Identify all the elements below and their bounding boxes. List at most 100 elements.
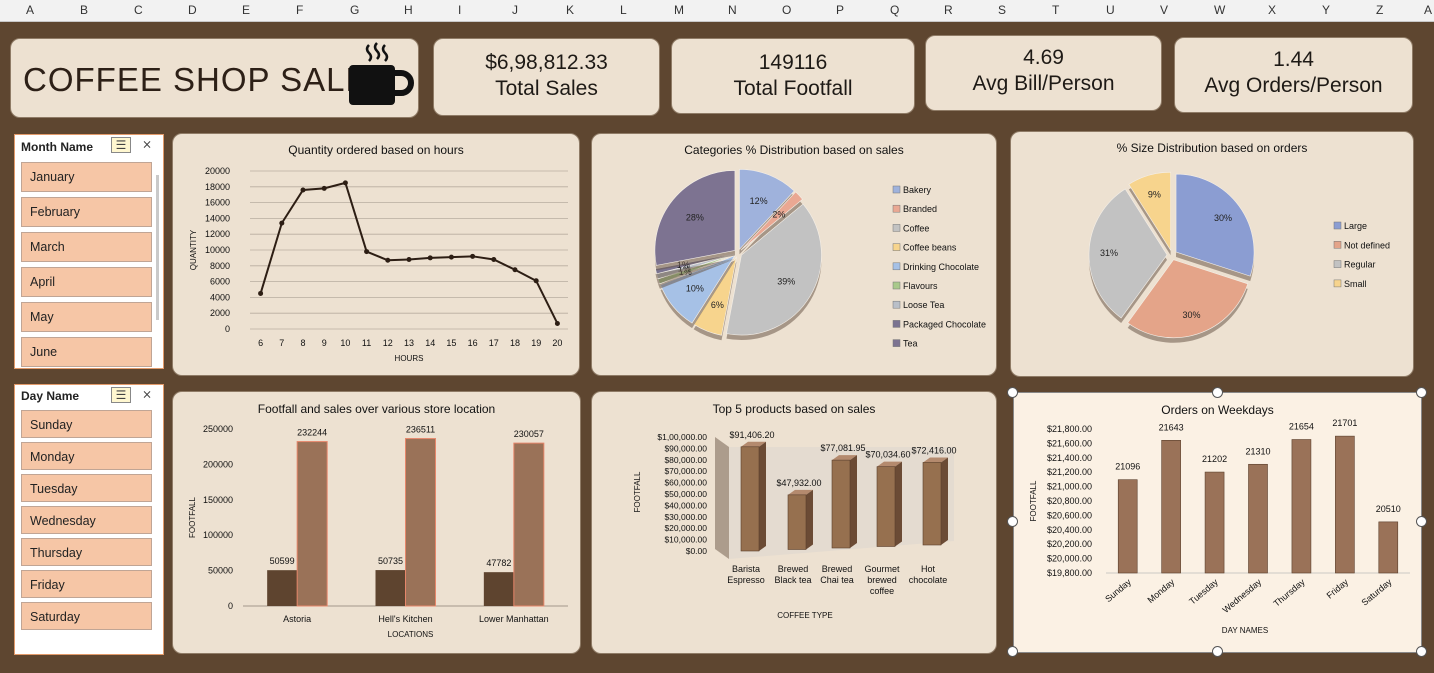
- top-products-chart[interactable]: Top 5 products based on sales $1,00,000.…: [591, 391, 997, 654]
- slicer-item[interactable]: Saturday: [21, 602, 152, 630]
- slicer-item[interactable]: Thursday: [21, 538, 152, 566]
- data-label: 21654: [1289, 422, 1314, 432]
- column-letter[interactable]: L: [620, 3, 627, 17]
- column-letter[interactable]: H: [404, 3, 413, 17]
- column-letter[interactable]: A: [26, 3, 35, 17]
- legend-label: Tea: [903, 339, 918, 349]
- slicer-item[interactable]: Sunday: [21, 410, 152, 438]
- data-label: $70,034.60: [865, 450, 910, 460]
- slicer-item[interactable]: Wednesday: [21, 506, 152, 534]
- clear-filter-icon[interactable]: ⨯: [141, 137, 153, 151]
- column-letter[interactable]: J: [512, 3, 518, 17]
- legend-label: Regular: [1344, 260, 1376, 270]
- column-letter[interactable]: F: [296, 3, 304, 17]
- slicer-scrollbar[interactable]: [156, 175, 159, 320]
- y-tick-label: 4000: [210, 292, 230, 302]
- slicer-item[interactable]: March: [21, 232, 152, 262]
- column-letter[interactable]: O: [782, 3, 792, 17]
- x-tick-label: Tuesday: [1187, 577, 1220, 607]
- resize-handle[interactable]: [1007, 646, 1018, 657]
- data-label: 21310: [1245, 446, 1270, 456]
- column-letter[interactable]: P: [836, 3, 845, 17]
- column-letter[interactable]: M: [674, 3, 684, 17]
- y-tick-label: $40,000.00: [664, 500, 707, 510]
- slicer-item[interactable]: February: [21, 197, 152, 227]
- column-letter[interactable]: Z: [1376, 3, 1384, 17]
- resize-handle[interactable]: [1416, 646, 1427, 657]
- column-letter[interactable]: U: [1106, 3, 1115, 17]
- legend-label: Bakery: [903, 185, 932, 195]
- weekday-orders-chart[interactable]: Orders on Weekdays $21,800.00 $21,600.00 $…: [1013, 392, 1422, 653]
- series-line: [259, 181, 559, 324]
- hourly-quantity-chart[interactable]: Quantity ordered based on hours 20000 180…: [172, 133, 580, 376]
- column-letter[interactable]: B: [80, 3, 89, 17]
- legend-swatch: [1333, 279, 1342, 288]
- y-tick-label: $21,600.00: [1047, 438, 1092, 448]
- column-letter[interactable]: A: [1424, 3, 1433, 17]
- chart-title: Top 5 products based on sales: [712, 402, 876, 416]
- pie-slice: [739, 168, 795, 251]
- location-footfall-chart[interactable]: Footfall and sales over various store lo…: [172, 391, 581, 654]
- slicer-item[interactable]: Monday: [21, 442, 152, 470]
- resize-handle[interactable]: [1212, 646, 1223, 657]
- column-letter[interactable]: V: [1160, 3, 1169, 17]
- x-tick-label: Chai tea: [820, 575, 854, 585]
- x-tick-label: 8: [300, 338, 305, 348]
- bar-chart-svg: $1,00,000.00$90,000.00 $80,000.00$70,000.…: [633, 430, 957, 620]
- slicer-item[interactable]: January: [21, 162, 152, 192]
- column-letter[interactable]: E: [242, 3, 251, 17]
- resize-handle[interactable]: [1416, 516, 1427, 527]
- data-label: 50599: [270, 556, 295, 566]
- day-slicer[interactable]: Day Name ☰ ⨯ Sunday Monday Tuesday Wedne…: [14, 384, 164, 655]
- size-distribution-chart[interactable]: % Size Distribution based on orders 30% 3…: [1010, 131, 1414, 377]
- bar: [922, 462, 942, 546]
- resize-handle[interactable]: [1416, 387, 1427, 398]
- dashboard-title: COFFEE SHOP SALES: [23, 61, 392, 98]
- column-letter[interactable]: S: [998, 3, 1007, 17]
- multi-select-icon[interactable]: ☰: [111, 387, 131, 403]
- column-letter[interactable]: W: [1214, 3, 1226, 17]
- resize-handle[interactable]: [1212, 387, 1223, 398]
- back-wall: [715, 437, 729, 559]
- column-letter[interactable]: Q: [890, 3, 900, 17]
- slicer-item[interactable]: Friday: [21, 570, 152, 598]
- resize-handle[interactable]: [1007, 387, 1018, 398]
- data-label: 232244: [297, 428, 327, 438]
- y-tick-label: $60,000.00: [664, 478, 707, 488]
- multi-select-icon[interactable]: ☰: [111, 137, 131, 153]
- bar: [1335, 435, 1355, 574]
- category-distribution-chart[interactable]: Categories % Distribution based on sales…: [591, 133, 997, 376]
- slicer-item[interactable]: June: [21, 337, 152, 367]
- x-tick-label: Hot: [921, 564, 936, 574]
- slice-shadow: [658, 259, 735, 289]
- slicer-item[interactable]: April: [21, 267, 152, 297]
- legend-swatch: [892, 320, 901, 328]
- clear-filter-icon[interactable]: ⨯: [141, 387, 153, 401]
- bar: [296, 441, 328, 607]
- column-letter[interactable]: D: [188, 3, 197, 17]
- slicer-item[interactable]: May: [21, 302, 152, 332]
- data-point: [258, 290, 264, 296]
- column-letter[interactable]: N: [728, 3, 737, 17]
- column-letter[interactable]: R: [944, 3, 953, 17]
- x-axis-title: HOURS: [395, 354, 424, 363]
- column-letter[interactable]: T: [1052, 3, 1060, 17]
- month-slicer[interactable]: Month Name ☰ ⨯ January February March Ap…: [14, 134, 164, 369]
- column-letter[interactable]: I: [458, 3, 462, 17]
- column-letter[interactable]: K: [566, 3, 575, 17]
- x-axis-title: LOCATIONS: [388, 630, 434, 639]
- slicer-item[interactable]: Tuesday: [21, 474, 152, 502]
- column-letter[interactable]: Y: [1322, 3, 1331, 17]
- slice-label: 31%: [1100, 248, 1118, 258]
- kpi-total-footfall: 149116 Total Footfall: [671, 38, 915, 114]
- column-letter[interactable]: C: [134, 3, 143, 17]
- legend-label: Branded: [903, 204, 937, 214]
- data-label: 50735: [378, 556, 403, 566]
- data-label: $47,932.00: [776, 478, 821, 488]
- legend-swatch: [1333, 260, 1342, 268]
- bar: [513, 442, 545, 607]
- y-axis-title: FOOTFALL: [1029, 480, 1038, 521]
- column-letter[interactable]: G: [350, 3, 360, 17]
- column-letter[interactable]: X: [1268, 3, 1277, 17]
- resize-handle[interactable]: [1007, 516, 1018, 527]
